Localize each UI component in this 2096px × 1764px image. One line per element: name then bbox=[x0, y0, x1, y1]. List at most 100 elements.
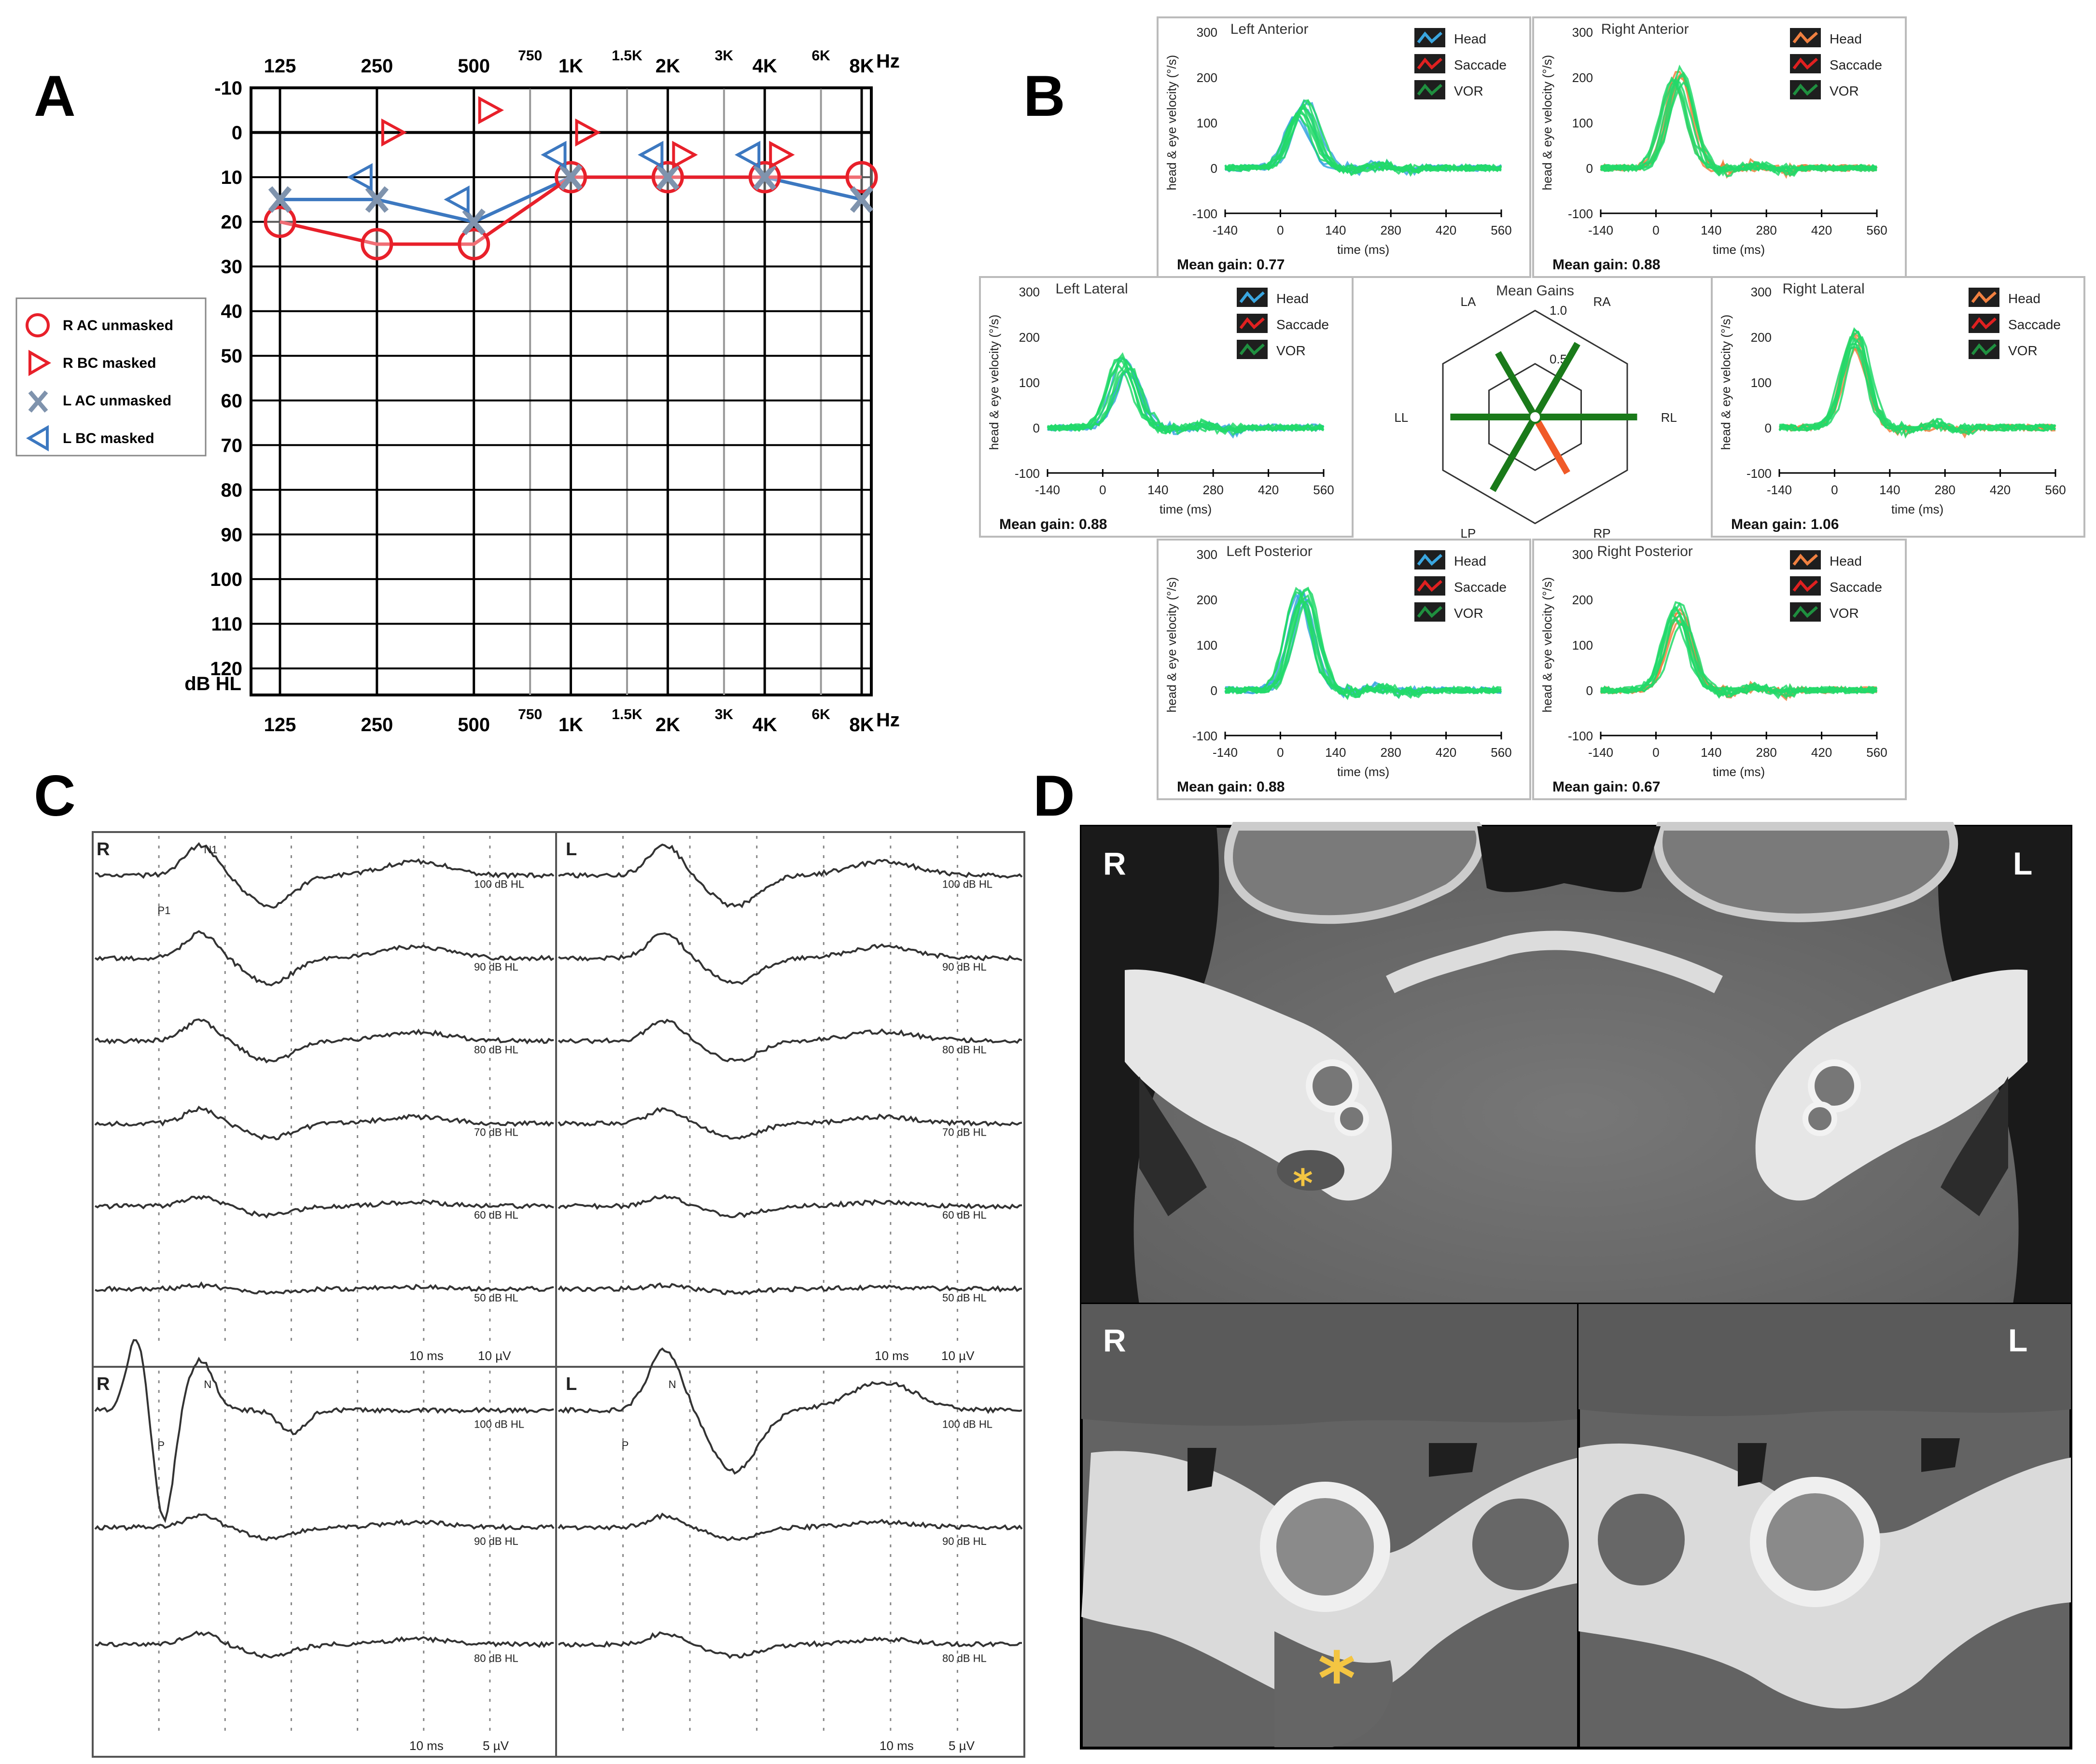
abr-trace bbox=[95, 1195, 554, 1219]
abr-level-label: 100 dB HL bbox=[942, 878, 992, 890]
abr-level-label: 50 dB HL bbox=[942, 1292, 987, 1304]
r-bc-point bbox=[381, 118, 407, 147]
l-ac-point bbox=[268, 186, 292, 213]
panel-letter-b: B bbox=[1023, 64, 1065, 128]
vhit-legend-label: Saccade bbox=[1454, 57, 1507, 72]
db-tick-label: 20 bbox=[221, 212, 243, 233]
audiogram-legend: R AC unmasked R BC masked L AC unmasked … bbox=[15, 297, 207, 457]
vhit-legend-label: Saccade bbox=[1830, 57, 1882, 72]
vhit-title: Left Anterior bbox=[1230, 21, 1309, 37]
vhit-y-tick: -100 bbox=[1568, 729, 1593, 743]
vhit-legend-label: Saccade bbox=[1276, 317, 1329, 332]
vhit-plot-left-posterior: -140 0 140 280 420 560 300 200 100 0 -100 time (ms)… bbox=[1157, 539, 1531, 800]
freq-top-label: 3K bbox=[715, 48, 734, 64]
l-ac-point bbox=[753, 164, 777, 191]
abr-tl-scale-ms: 10 ms bbox=[409, 1348, 444, 1363]
vhit-x-tick: 140 bbox=[1701, 745, 1721, 760]
db-tick-label: 70 bbox=[221, 435, 243, 456]
vhit-legend-label: Head bbox=[1276, 291, 1309, 306]
r-ac-point bbox=[264, 206, 296, 238]
vhit-x-tick: 0 bbox=[1652, 745, 1659, 760]
legend-r-ac-label: R AC unmasked bbox=[63, 318, 173, 333]
vhit-x-tick: 560 bbox=[1866, 745, 1887, 760]
vhit-title: Right Anterior bbox=[1601, 21, 1689, 37]
vhit-y-tick: 300 bbox=[1019, 285, 1040, 299]
freq-bottom-label: 3K bbox=[715, 707, 734, 722]
abr-peak-n: N1 bbox=[204, 844, 217, 856]
vhit-y-tick: 100 bbox=[1019, 375, 1040, 390]
vhit-legend-label: Saccade bbox=[1454, 580, 1507, 595]
abr-peak-n: N bbox=[669, 1378, 676, 1390]
vhit-title: Left Posterior bbox=[1226, 543, 1312, 559]
vhit-x-tick: -140 bbox=[1588, 745, 1613, 760]
ct-coronal-right-image: R * bbox=[1080, 1303, 1580, 1750]
vhit-mean-gain: Mean gain: 0.67 bbox=[1552, 779, 1660, 795]
r-ac-point bbox=[458, 228, 490, 261]
vhit-x-tick: 420 bbox=[1258, 483, 1279, 497]
freq-bottom-label: 750 bbox=[518, 707, 542, 722]
freq-bottom-label: 1.5K bbox=[612, 707, 643, 722]
vhit-y-tick: 200 bbox=[1572, 593, 1593, 607]
ct-axial-left-label: L bbox=[2013, 846, 2032, 881]
vhit-x-tick: 280 bbox=[1203, 483, 1224, 497]
abr-trace bbox=[95, 1018, 554, 1064]
abr-level-label: 100 dB HL bbox=[474, 878, 524, 890]
r-bc-point bbox=[672, 140, 698, 169]
vhit-mean-gain: Mean gain: 0.88 bbox=[1177, 779, 1285, 795]
abr-level-label: 100 dB HL bbox=[942, 1418, 992, 1430]
db-tick-label: 110 bbox=[211, 613, 242, 635]
vhit-y-tick: 300 bbox=[1751, 285, 1772, 299]
panel-letter-d: D bbox=[1033, 764, 1075, 828]
db-tick-label: 0 bbox=[232, 123, 242, 144]
vhit-legend-label: Head bbox=[1454, 554, 1486, 569]
abr-trace bbox=[558, 1631, 1022, 1659]
freq-bottom-label: 6K bbox=[811, 707, 830, 722]
radar-center bbox=[1528, 410, 1542, 424]
abr-peak-p: P1 bbox=[157, 904, 170, 917]
vhit-y-tick: 300 bbox=[1197, 25, 1217, 40]
vhit-y-tick: -100 bbox=[1015, 466, 1040, 481]
vhit-x-tick: 280 bbox=[1756, 223, 1777, 237]
vhit-x-label: time (ms) bbox=[1337, 242, 1389, 257]
vhit-x-tick: 280 bbox=[1935, 483, 1956, 497]
vhit-y-label: head & eye velocity (°/s) bbox=[1164, 55, 1179, 191]
vhit-x-tick: -140 bbox=[1767, 483, 1792, 497]
vhit-y-tick: 200 bbox=[1197, 593, 1217, 607]
abr-trace bbox=[94, 1105, 554, 1140]
vhit-x-tick: 420 bbox=[1990, 483, 2011, 497]
abr-level-label: 80 dB HL bbox=[942, 1043, 987, 1056]
vhit-legend-label: VOR bbox=[1830, 83, 1859, 98]
ct-panel: R L * R * L bbox=[1080, 822, 2072, 1750]
abr-tr-scale-uv: 10 µV bbox=[941, 1348, 975, 1363]
vhit-legend-label: Head bbox=[1830, 31, 1862, 46]
vhit-x-tick: 140 bbox=[1147, 483, 1168, 497]
vhit-y-tick: 0 bbox=[1211, 161, 1217, 176]
abr-bl-side: R bbox=[97, 1374, 110, 1394]
l-bc-point bbox=[444, 185, 470, 214]
vhit-x-tick: 280 bbox=[1756, 745, 1777, 760]
abr-br-scale-ms: 10 ms bbox=[880, 1738, 914, 1753]
legend-l-bc-symbol bbox=[26, 425, 49, 452]
abr-tr-side: L bbox=[566, 839, 577, 860]
db-tick-label: 80 bbox=[221, 480, 243, 501]
vhit-trace bbox=[1779, 336, 2056, 437]
radar-axis-label: LP bbox=[1460, 526, 1476, 541]
vhit-x-tick: 280 bbox=[1381, 745, 1401, 760]
l-ac-point bbox=[365, 186, 389, 213]
vhit-x-tick: 140 bbox=[1325, 745, 1346, 760]
panel-letter-a: A bbox=[34, 64, 76, 128]
vhit-title: Right Lateral bbox=[1783, 281, 1865, 297]
vhit-y-tick: 100 bbox=[1197, 116, 1217, 130]
legend-r-ac-symbol bbox=[26, 313, 50, 337]
abr-bl-scale-uv: 5 µV bbox=[483, 1738, 509, 1753]
vhit-legend-label: Head bbox=[1454, 31, 1486, 46]
vhit-trace bbox=[1224, 599, 1502, 700]
abr-level-label: 80 dB HL bbox=[474, 1043, 518, 1056]
r-bc-point bbox=[769, 140, 795, 169]
vhit-y-tick: 100 bbox=[1751, 375, 1772, 390]
abr-peak-p: P bbox=[622, 1439, 629, 1451]
radar-spoke-la bbox=[1495, 351, 1538, 419]
vhit-title: Right Posterior bbox=[1597, 543, 1692, 559]
